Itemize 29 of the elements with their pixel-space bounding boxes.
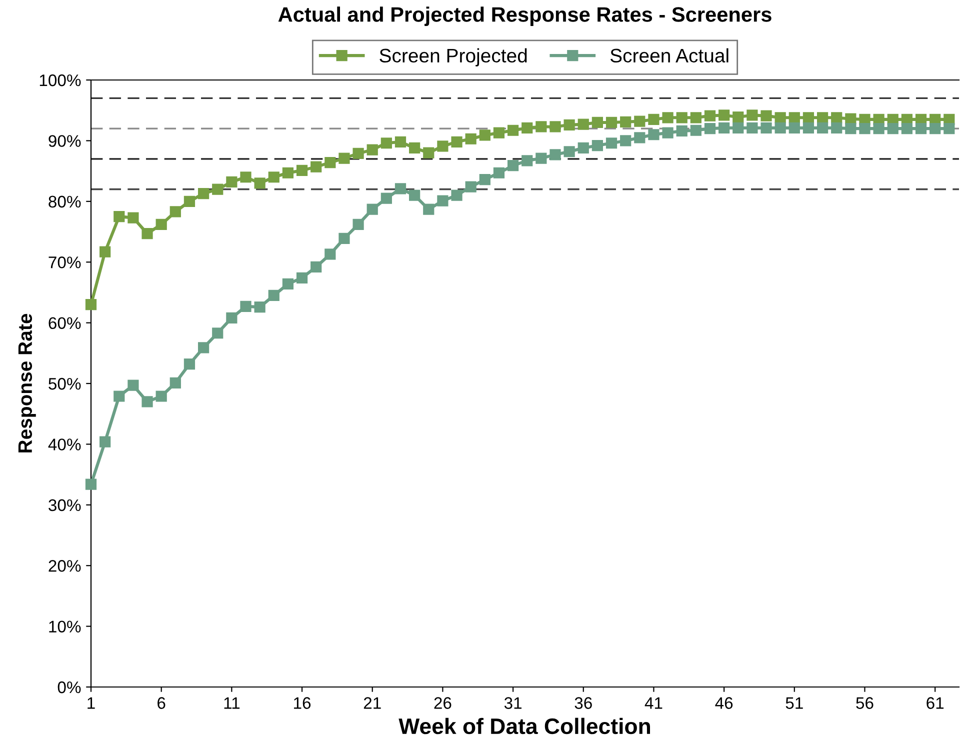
- x-tick-label: 26: [434, 697, 452, 709]
- y-tick-label: 80%: [48, 196, 81, 208]
- x-tick-label: 61: [926, 697, 944, 709]
- y-tick-label: 10%: [49, 620, 81, 633]
- y-tick-label: 60%: [48, 317, 81, 330]
- legend-label: Screen Actual: [610, 48, 728, 63]
- x-axis-title: Week of Data Collection: [398, 718, 650, 734]
- y-tick-label: 30%: [48, 499, 81, 512]
- chart-title: Actual and Projected Response Rates - Screeners: [278, 6, 772, 26]
- legend-label: Screen Projected: [380, 48, 527, 66]
- y-tick-label: 40%: [48, 438, 81, 450]
- y-tick-label: 20%: [48, 560, 81, 572]
- x-tick-label: 46: [715, 697, 733, 709]
- x-tick-label: 21: [364, 697, 381, 709]
- y-tick-label: 50%: [48, 378, 81, 390]
- y-axis-title: Response Rate: [18, 314, 36, 452]
- x-tick-label: 56: [856, 697, 874, 709]
- x-tick-label: 16: [294, 697, 311, 709]
- x-tick-label: 1: [88, 697, 95, 709]
- x-tick-label: 41: [644, 697, 662, 709]
- y-tick-label: 70%: [48, 256, 81, 268]
- y-tick-label: 0%: [58, 681, 81, 694]
- x-tick-label: 31: [504, 697, 522, 709]
- y-tick-label: 90%: [48, 135, 81, 147]
- x-tick-label: 36: [574, 697, 592, 709]
- x-tick-label: 6: [158, 697, 166, 709]
- x-tick-label: 11: [224, 697, 240, 709]
- x-tick-label: 51: [786, 697, 803, 709]
- y-tick-label: 100%: [40, 74, 81, 86]
